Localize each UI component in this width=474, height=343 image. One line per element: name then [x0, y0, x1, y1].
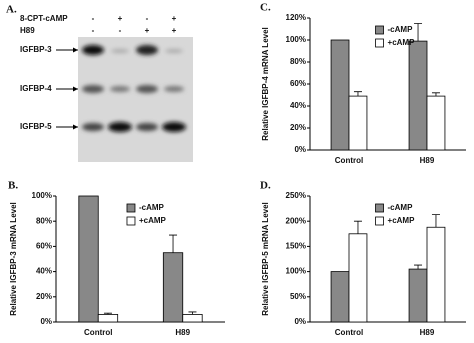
y-tick-label: 20%: [290, 123, 306, 132]
error-bar: [431, 214, 440, 228]
bar: [97, 314, 119, 323]
error-bar: [353, 91, 362, 97]
error-bar: [103, 312, 112, 315]
legend-swatch: [375, 38, 384, 48]
treatment-sign: +: [118, 14, 123, 23]
treatment-sign: -: [92, 14, 95, 23]
y-tick-label: 0%: [40, 317, 52, 326]
y-tick-label: 60%: [36, 242, 52, 251]
bar: [348, 233, 368, 323]
treatment-label: H89: [20, 26, 35, 35]
bar: [408, 268, 428, 323]
y-tick-label: 60%: [290, 79, 306, 88]
x-tick-label: H89: [420, 328, 435, 337]
y-tick-label: 150%: [286, 242, 306, 251]
legend-swatch: [375, 203, 384, 213]
x-tick-label: Control: [84, 328, 112, 337]
panel-letter: B.: [8, 180, 18, 192]
treatment-sign: -: [119, 26, 122, 35]
treatment-sign: +: [145, 26, 150, 35]
legend-label: +cAMP: [388, 216, 416, 225]
legend-label: -cAMP: [388, 25, 414, 34]
gene-label: IGFBP-4: [20, 84, 52, 93]
legend-swatch: [375, 216, 384, 226]
treatment-label: 8-CPT-cAMP: [20, 14, 68, 23]
error-bar: [169, 234, 178, 253]
blot-bands: [82, 45, 186, 132]
x-tick-label: H89: [175, 328, 190, 337]
legend-label: +cAMP: [388, 38, 416, 47]
y-tick-label: 200%: [286, 216, 306, 225]
bar: [330, 39, 350, 151]
y-tick-label: 40%: [36, 267, 52, 276]
bar: [78, 195, 99, 323]
y-tick-label: 50%: [290, 292, 306, 301]
bar: [426, 95, 446, 151]
y-tick-label: 0%: [294, 317, 306, 326]
arrow-head: [73, 124, 78, 130]
error-bar: [353, 220, 362, 234]
gene-label: IGFBP-3: [20, 45, 52, 54]
treatment-sign: +: [172, 14, 177, 23]
blot-image: [78, 37, 193, 162]
panel-letter: C.: [260, 2, 271, 14]
y-axis-title: Relative IGFBP-5 mRNA Level: [261, 202, 270, 316]
y-axis-title: Relative IGFBP-4 mRNA Level: [261, 27, 270, 141]
bar: [426, 226, 446, 323]
bar: [330, 271, 350, 323]
y-tick-label: 120%: [286, 13, 306, 22]
y-tick-label: 100%: [32, 191, 52, 200]
legend-swatch: [126, 203, 136, 213]
bar: [408, 40, 428, 151]
treatment-sign: -: [146, 14, 149, 23]
bar: [162, 252, 184, 323]
treatment-sign: -: [92, 26, 95, 35]
y-tick-label: 0%: [294, 145, 306, 154]
x-tick-label: Control: [335, 328, 363, 337]
x-tick-label: H89: [420, 156, 435, 165]
panel-letter: A.: [6, 4, 17, 16]
y-tick-label: 40%: [290, 101, 306, 110]
arrow-head: [73, 47, 78, 53]
gene-label: IGFBP-5: [20, 122, 52, 131]
legend-label: +cAMP: [139, 216, 167, 225]
error-bar: [188, 311, 197, 315]
error-bar: [431, 92, 440, 97]
y-tick-label: 80%: [290, 57, 306, 66]
y-tick-label: 100%: [286, 267, 306, 276]
y-tick-label: 20%: [36, 292, 52, 301]
error-bar: [414, 264, 423, 270]
legend-swatch: [126, 216, 136, 226]
x-tick-label: Control: [335, 156, 363, 165]
arrow-head: [73, 86, 78, 92]
error-bar: [414, 23, 423, 42]
legend-swatch: [375, 25, 384, 35]
y-tick-label: 80%: [36, 216, 52, 225]
bar: [182, 314, 203, 323]
y-tick-label: 250%: [286, 191, 306, 200]
treatment-sign: +: [172, 26, 177, 35]
legend-label: -cAMP: [388, 203, 414, 212]
legend-label: -cAMP: [139, 203, 165, 212]
panel-letter: D.: [260, 180, 271, 192]
y-axis-title: Relative IGFBP-3 mRNA Level: [9, 202, 18, 316]
bar: [348, 95, 368, 151]
y-tick-label: 100%: [286, 35, 306, 44]
